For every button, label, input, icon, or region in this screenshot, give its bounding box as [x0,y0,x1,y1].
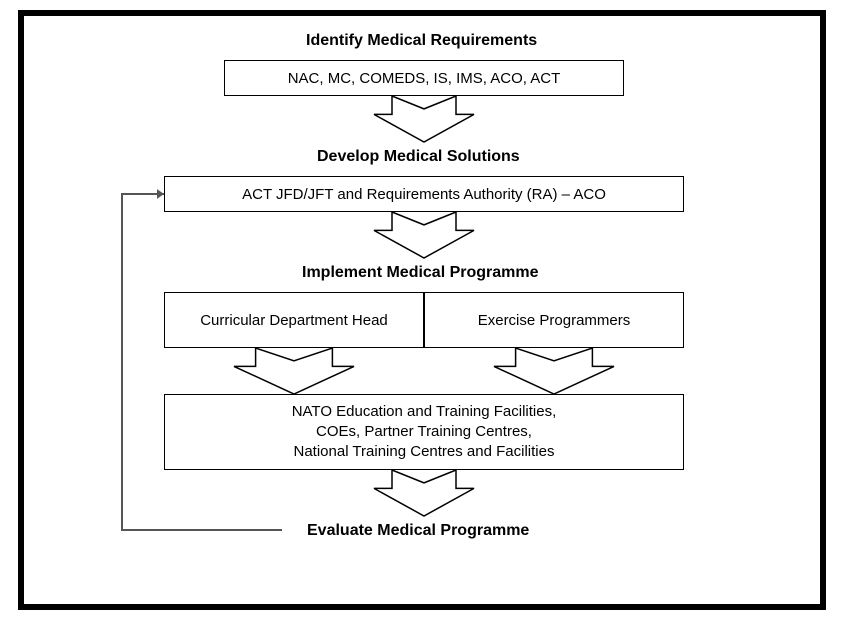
feedback-path [122,194,282,530]
feedback-arrowhead [157,189,164,199]
flowchart-canvas: Identify Medical Requirements NAC, MC, C… [24,16,820,604]
feedback-loop [24,16,820,604]
diagram-frame: Identify Medical Requirements NAC, MC, C… [18,10,826,610]
